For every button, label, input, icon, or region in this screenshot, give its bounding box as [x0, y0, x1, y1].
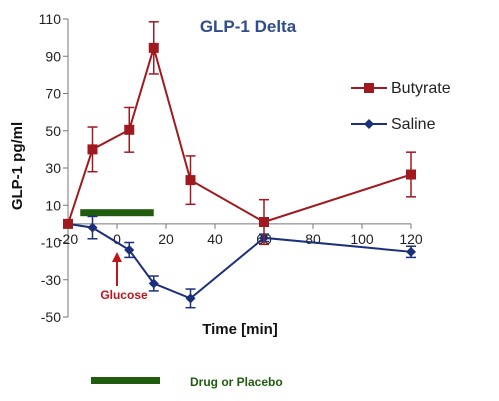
- x-axis-label: Time [min]: [202, 321, 278, 338]
- drug-legend-bar: [91, 377, 160, 384]
- y-tick-label: -30: [41, 272, 61, 288]
- drug-bar: [80, 209, 154, 217]
- data-point: [87, 144, 98, 155]
- legend-entry: Butyrate: [391, 80, 451, 97]
- axes: [63, 18, 412, 318]
- annotations: Glucose Drug or Placebo: [80, 209, 283, 389]
- x-tick-label: 0: [113, 231, 121, 247]
- series-layer: [63, 21, 416, 309]
- data-point: [406, 169, 416, 180]
- y-tick-label: 50: [45, 123, 61, 139]
- legend: Butyrate Saline: [351, 80, 451, 133]
- drug-legend-label: Drug or Placebo: [190, 375, 283, 389]
- data-point: [124, 244, 135, 255]
- legend-entry: Saline: [391, 116, 436, 133]
- x-tick-label: 100: [350, 231, 374, 247]
- y-tick-label: -50: [41, 309, 61, 325]
- data-point: [148, 42, 159, 53]
- legend-marker: [364, 119, 374, 129]
- data-point: [185, 175, 196, 186]
- y-tick-label: 90: [45, 48, 61, 64]
- glucose-label: Glucose: [100, 288, 148, 302]
- x-tick-label: -20: [58, 231, 78, 247]
- y-tick-label: 30: [45, 160, 61, 176]
- series-line: [67, 44, 412, 225]
- x-tick-label: 80: [305, 231, 321, 247]
- series-butyrate: [63, 21, 416, 246]
- data-point: [259, 217, 269, 228]
- y-tick-label: -10: [41, 235, 61, 251]
- legend-marker: [364, 83, 374, 93]
- data-point: [87, 222, 98, 233]
- y-tick-label: 110: [39, 11, 62, 27]
- x-tick-label: 40: [207, 231, 223, 247]
- data-point: [148, 278, 159, 289]
- glucose-arrow-head: [112, 252, 122, 262]
- data-point: [124, 124, 135, 135]
- data-point: [185, 293, 196, 304]
- x-tick-label: 120: [399, 231, 423, 247]
- y-tick-label: 10: [45, 197, 61, 213]
- y-axis-label: GLP-1 pg/ml: [9, 122, 26, 210]
- data-point: [406, 246, 416, 257]
- chart-title: GLP-1 Delta: [200, 17, 297, 36]
- y-tick-label: 70: [45, 86, 61, 102]
- data-point: [63, 218, 73, 229]
- x-tick-label: 20: [158, 231, 174, 247]
